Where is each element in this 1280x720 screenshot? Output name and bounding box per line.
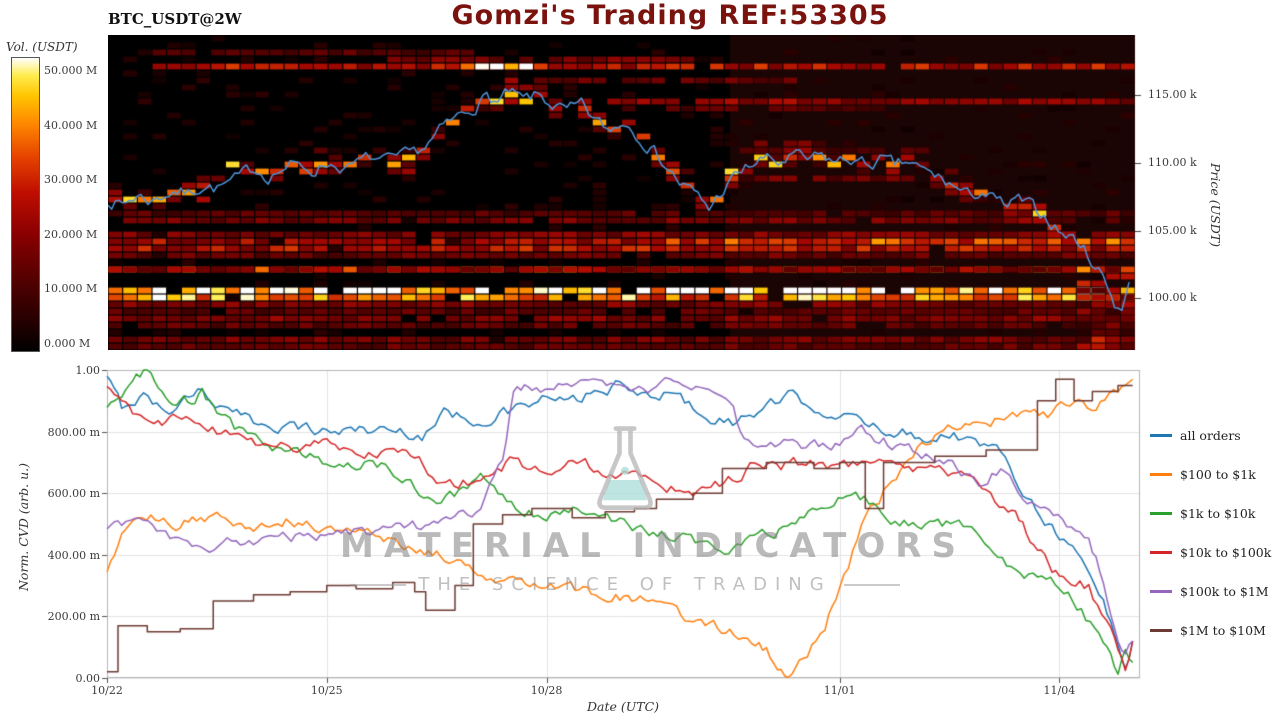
date-tick-label: 10/28 [530, 684, 563, 697]
cvd-y-tick-label: 400.00 m [47, 548, 100, 562]
legend-swatch [1150, 433, 1172, 437]
legend-item-100-to-1k[interactable]: $100 to $1k [1150, 466, 1271, 482]
legend-item-100k-to-1m[interactable]: $100k to $1M [1150, 583, 1271, 599]
legend-item-10k-to-100k[interactable]: $10k to $100k [1150, 544, 1272, 560]
legend-swatch [1150, 628, 1172, 632]
page-title: Gomzi's Trading REF:53305 [451, 0, 889, 31]
date-tick-label: 10/22 [91, 684, 123, 697]
cvd-y-tick-label: 600.00 m [47, 487, 100, 501]
date-tick-label: 11/01 [823, 684, 856, 697]
price-tick-label: 110.00 k [1148, 155, 1197, 169]
legend-swatch [1150, 550, 1172, 554]
legend-label: $1M to $10M [1180, 622, 1266, 638]
legend-label: all orders [1180, 427, 1241, 443]
volume-colorbar [11, 57, 40, 352]
legend-label: $100k to $1M [1180, 583, 1269, 599]
cvd-y-tick-label: 200.00 m [47, 610, 100, 624]
legend-item-1k-to-10k[interactable]: $1k to $10k [1150, 505, 1271, 521]
cvd-y-tick-label: 1.00 [75, 364, 101, 377]
date-axis-label: Date (UTC) [586, 699, 660, 714]
date-tick-label: 10/25 [310, 684, 343, 697]
cvd-chart-canvas[interactable] [90, 362, 1152, 692]
colorbar-tick-label: 20.000 M [44, 227, 98, 241]
volume-colorbar-label: Vol. (USDT) [6, 40, 78, 54]
date-tick-label: 11/04 [1043, 684, 1076, 697]
legend-swatch [1150, 589, 1172, 593]
cvd-y-axis-label: Norm. CVD (arb. u.) [16, 463, 31, 592]
legend-label: $100 to $1k [1180, 466, 1256, 482]
colorbar-tick-label: 10.000 M [44, 282, 98, 296]
legend-swatch [1150, 472, 1172, 476]
colorbar-tick-label: 30.000 M [44, 173, 98, 187]
symbol-label: BTC_USDT@2W [108, 10, 242, 28]
legend-item-all-orders[interactable]: all orders [1150, 427, 1271, 443]
chart-legend: all orders $100 to $1k $1k to $10k $10k to … [1150, 428, 1271, 662]
cvd-y-tick-label: 0.00 [75, 672, 101, 685]
cvd-y-tick-label: 800.00 m [47, 425, 100, 439]
price-tick-label: 100.00 k [1148, 291, 1197, 305]
price-volume-heatmap-canvas[interactable] [108, 35, 1148, 350]
colorbar-tick-label: 50.000 M [44, 64, 98, 77]
legend-swatch [1150, 511, 1172, 515]
price-axis-label: Price (USDT) [1208, 163, 1223, 247]
colorbar-tick-label: 40.000 M [44, 118, 98, 132]
legend-label: $10k to $100k [1180, 544, 1272, 560]
colorbar-tick-label: 0.000 M [44, 337, 91, 350]
price-tick-label: 105.00 k [1148, 223, 1197, 237]
price-tick-label: 115.00 k [1148, 87, 1197, 101]
legend-label: $1k to $10k [1180, 505, 1256, 521]
legend-item-1m-to-10m[interactable]: $1M to $10M [1150, 622, 1271, 638]
